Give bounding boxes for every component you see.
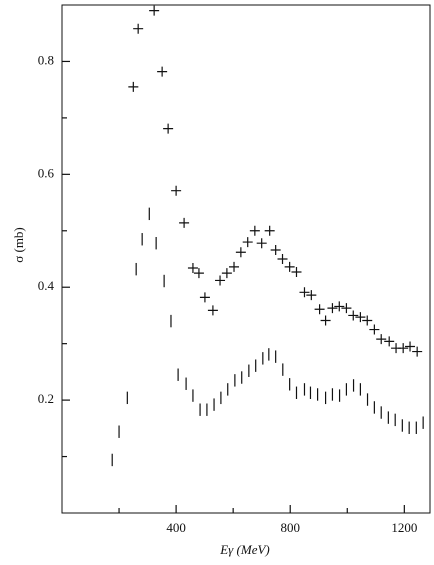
cross-point: [187, 263, 198, 274]
x-tick-label: 1200: [391, 520, 417, 535]
y-tick-label: 0.8: [38, 52, 54, 67]
cross-point: [306, 290, 317, 301]
cross-point: [207, 305, 218, 316]
cross-point: [249, 225, 260, 236]
cross-point: [376, 334, 387, 345]
cross-point: [229, 261, 240, 272]
cross-point: [277, 254, 288, 264]
cross-point: [133, 23, 144, 34]
cross-point: [264, 225, 275, 236]
cross-point: [284, 261, 295, 272]
cross-point: [384, 336, 395, 347]
cross-point: [291, 266, 302, 277]
cross-point: [193, 268, 204, 279]
cross-point: [355, 312, 366, 323]
cross-point: [163, 123, 174, 134]
cross-point: [320, 315, 331, 326]
cross-point: [215, 275, 226, 286]
cross-point: [405, 341, 416, 352]
plot-frame: [61, 4, 431, 514]
cross-point: [157, 66, 168, 77]
y-axis-title: σ (mb): [11, 227, 26, 263]
cross-point: [369, 324, 380, 335]
cross-point: [235, 247, 246, 258]
cross-point: [128, 81, 139, 92]
cross-point: [149, 5, 160, 16]
cross-point: [362, 315, 373, 326]
cross-point: [179, 217, 190, 228]
y-tick-label: 0.4: [38, 278, 55, 293]
x-tick-label: 800: [280, 520, 300, 535]
cross-point: [242, 237, 253, 248]
cross-point: [334, 301, 345, 312]
cross-point: [299, 287, 310, 298]
cross-point: [412, 346, 423, 357]
cross-point: [327, 303, 338, 314]
cross-point: [341, 303, 352, 314]
y-tick-label: 0.2: [38, 391, 54, 406]
cross-point: [314, 304, 325, 315]
cross-point: [348, 310, 359, 321]
cross-point: [221, 268, 232, 279]
x-axis-title: Eγ (MeV): [219, 542, 270, 557]
cross-point: [199, 292, 210, 303]
cross-point: [256, 238, 267, 249]
y-tick-label: 0.6: [38, 165, 55, 180]
x-tick-label: 400: [166, 520, 186, 535]
cross-point: [398, 343, 409, 354]
cross-point: [270, 244, 281, 255]
cross-point: [171, 185, 182, 196]
